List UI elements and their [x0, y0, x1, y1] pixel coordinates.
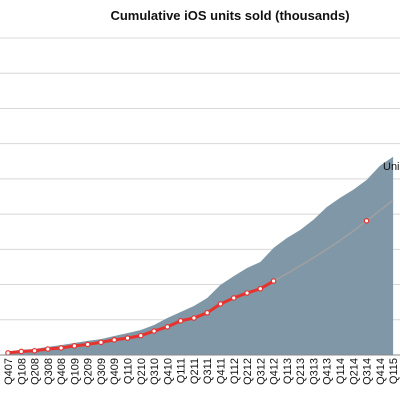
point	[151, 328, 157, 334]
x-tick-label: Q408	[56, 358, 68, 385]
point	[124, 335, 131, 341]
x-tick-label: Q312	[255, 358, 267, 385]
x-tick-label: Q110	[123, 358, 135, 384]
x-tick-label: Q109	[69, 358, 81, 385]
point	[244, 290, 250, 296]
point	[58, 345, 64, 351]
x-tick-label: Q313	[308, 358, 320, 385]
point	[177, 318, 184, 324]
chart-title: Cumulative iOS units sold (thousands)	[110, 8, 349, 23]
point	[18, 348, 25, 355]
x-tick-label: Q113	[282, 358, 294, 384]
x-tick-label: Q115	[388, 358, 400, 384]
point	[84, 341, 91, 348]
x-tick-label: Q210	[136, 358, 148, 385]
x-tick-label: Q214	[348, 358, 360, 385]
point	[5, 350, 11, 356]
annotation: Uni	[383, 161, 400, 173]
x-tick-label: Q411	[215, 358, 227, 384]
point	[363, 218, 370, 224]
x-tick-label: Q407	[3, 358, 15, 385]
x-tick-label: Q212	[242, 358, 254, 385]
x-tick-label: Q211	[189, 358, 201, 384]
point	[98, 339, 104, 346]
point	[191, 315, 197, 321]
point	[270, 278, 277, 284]
point	[217, 301, 224, 307]
line	[273, 199, 394, 282]
x-tick-label: Q410	[162, 358, 174, 385]
x-tick-label: Q409	[109, 358, 121, 385]
x-tick-label: Q209	[83, 358, 95, 385]
point	[204, 309, 211, 316]
x-tick-label: Q314	[362, 358, 374, 385]
x-tick-label: Q310	[149, 358, 161, 385]
x-tick-label: Q114	[335, 358, 347, 384]
x-tick-label: Q112	[229, 358, 241, 384]
x-tick-label: Q111	[176, 358, 188, 383]
x-tick-label: Q108	[16, 358, 28, 385]
x-tick-label: Q208	[30, 358, 42, 385]
x-tick-label: Q412	[269, 358, 281, 385]
point	[138, 332, 144, 339]
point	[257, 285, 264, 292]
x-tick-label: Q308	[43, 358, 55, 385]
x-tick-label: Q311	[202, 358, 214, 384]
point	[111, 337, 118, 343]
x-tick-label: Q309	[96, 358, 108, 385]
point	[31, 347, 38, 354]
x-tick-label: Q213	[295, 358, 307, 385]
point	[230, 295, 237, 301]
x-tick-label: Q414	[375, 358, 387, 385]
point	[71, 343, 78, 349]
point	[164, 324, 171, 330]
x-tick-label: Q413	[322, 358, 334, 385]
point	[45, 346, 51, 352]
area	[8, 156, 394, 355]
